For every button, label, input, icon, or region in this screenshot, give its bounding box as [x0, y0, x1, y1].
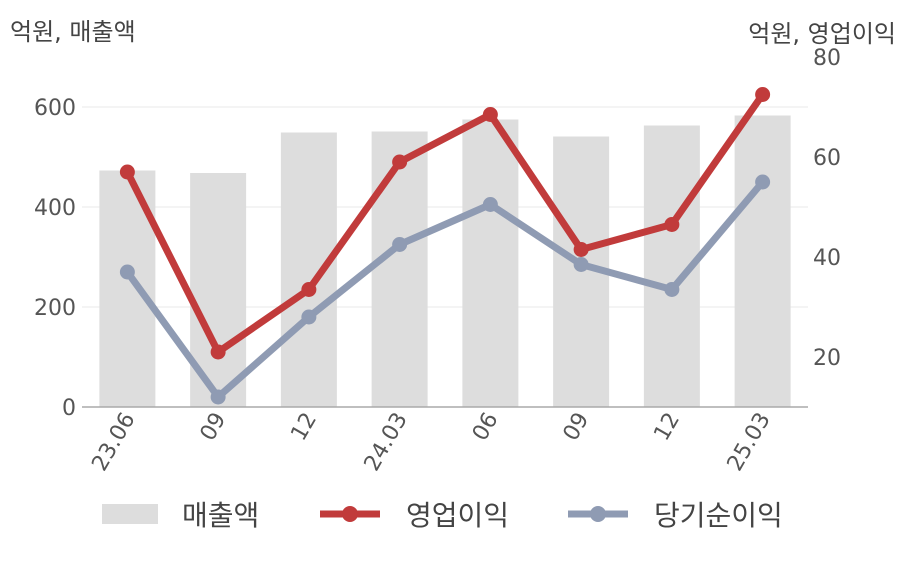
x-tick-label-7: 25.03 [723, 409, 776, 476]
revenue-bar-4 [462, 119, 519, 407]
x-tick-label-0: 23.06 [87, 409, 140, 476]
operating-profit-point-4 [482, 107, 498, 122]
x-tick-label-1: 09 [196, 409, 232, 446]
net-income-point-0 [119, 264, 135, 280]
right-tick-label-2: 60 [813, 146, 841, 171]
left-tick-label-3: 600 [34, 96, 76, 121]
operating-profit-point-7 [755, 87, 771, 102]
revenue-bar-3 [371, 131, 428, 407]
operating-profit-point-5 [573, 242, 589, 257]
right-tick-label-3: 80 [813, 46, 841, 71]
legend-label-revenue: 매출액 [182, 499, 260, 532]
revenue-bar-2 [280, 132, 337, 407]
right-tick-label-0: 20 [813, 346, 841, 371]
x-tick-label-2: 12 [286, 409, 322, 446]
left-axis-unit: 억원, 매출액 [10, 18, 136, 46]
legend-swatch-net-income [568, 506, 628, 522]
left-tick-label-1: 200 [34, 296, 76, 321]
net-income-point-7 [755, 174, 771, 190]
x-tick-label-6: 12 [649, 409, 685, 446]
x-tick-label-5: 09 [559, 409, 595, 446]
left-tick-label-0: 0 [62, 396, 76, 421]
legend: 매출액 영업이익 당기순이익 [0, 494, 908, 534]
right-axis-unit: 억원, 영업이익 [748, 20, 896, 48]
operating-profit-point-6 [664, 217, 680, 232]
net-income-line [123, 178, 767, 401]
legend-label-operating-profit: 영업이익 [406, 499, 510, 532]
net-income-point-5 [573, 257, 589, 272]
x-tick-label-4: 06 [468, 409, 504, 446]
revenue-bar-7 [734, 115, 791, 407]
left-tick-label-2: 400 [34, 196, 76, 221]
legend-item-operating-profit: 영업이익 [318, 494, 509, 534]
legend-item-revenue: 매출액 [102, 494, 259, 534]
operating-profit-point-3 [392, 154, 408, 170]
legend-swatch-revenue [102, 504, 158, 524]
net-income-point-4 [482, 197, 498, 212]
legend-label-net-income: 당기순이익 [654, 499, 783, 532]
net-income-point-6 [664, 282, 680, 297]
net-income-point-3 [392, 237, 408, 252]
right-tick-label-1: 40 [813, 246, 841, 271]
legend-swatch-operating-profit [320, 506, 380, 522]
operating-profit-line [123, 91, 767, 356]
legend-item-net-income: 당기순이익 [566, 494, 783, 534]
combo-chart: 0 200 400 600 20 40 60 80 23.06 09 12 24.03 06 09 12 25… [34, 46, 841, 476]
net-income-point-1 [210, 389, 226, 405]
x-tick-label-3: 24.03 [360, 409, 413, 476]
operating-profit-point-0 [119, 164, 135, 180]
operating-profit-point-2 [301, 282, 317, 297]
operating-profit-point-1 [210, 344, 226, 360]
net-income-point-2 [301, 309, 317, 325]
